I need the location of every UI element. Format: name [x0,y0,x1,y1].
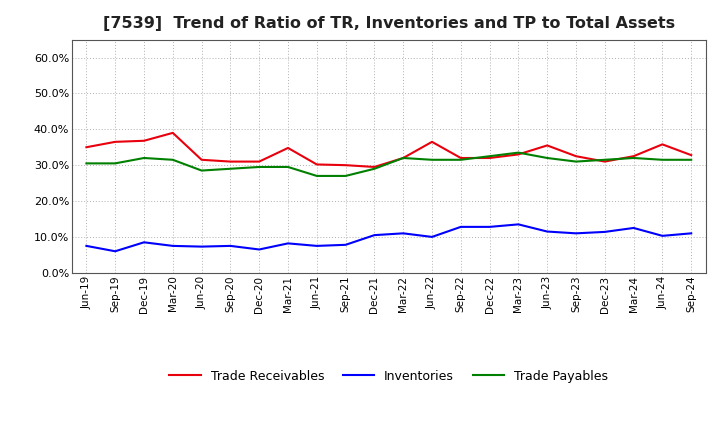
Trade Receivables [485,155,494,161]
Inventories [140,240,148,245]
Inventories [600,229,609,235]
Inventories [687,231,696,236]
Inventories [226,243,235,249]
Trade Payables [140,155,148,161]
Trade Receivables [514,152,523,157]
Trade Receivables [197,157,206,162]
Trade Receivables [341,162,350,168]
Trade Receivables [284,145,292,150]
Trade Payables [629,155,638,161]
Trade Receivables [572,154,580,159]
Inventories [370,232,379,238]
Line: Inventories: Inventories [86,224,691,251]
Trade Receivables [543,143,552,148]
Trade Receivables [255,159,264,164]
Trade Receivables [428,139,436,144]
Trade Receivables [399,155,408,161]
Inventories [514,222,523,227]
Trade Receivables [370,164,379,169]
Trade Payables [284,164,292,169]
Trade Payables [312,173,321,179]
Inventories [197,244,206,249]
Trade Payables [658,157,667,162]
Trade Payables [485,154,494,159]
Trade Receivables [600,159,609,164]
Trade Receivables [111,139,120,144]
Trade Payables [341,173,350,179]
Inventories [658,233,667,238]
Trade Payables [370,166,379,172]
Title: [7539]  Trend of Ratio of TR, Inventories and TP to Total Assets: [7539] Trend of Ratio of TR, Inventories… [103,16,675,32]
Trade Payables [456,157,465,162]
Trade Receivables [168,130,177,136]
Inventories [312,243,321,249]
Inventories [629,225,638,231]
Inventories [341,242,350,247]
Trade Payables [255,164,264,169]
Trade Payables [543,155,552,161]
Trade Receivables [456,155,465,161]
Trade Payables [399,155,408,161]
Inventories [428,234,436,239]
Inventories [111,249,120,254]
Trade Receivables [82,145,91,150]
Inventories [284,241,292,246]
Trade Receivables [658,142,667,147]
Trade Payables [514,150,523,155]
Line: Trade Receivables: Trade Receivables [86,133,691,167]
Trade Receivables [312,162,321,167]
Inventories [399,231,408,236]
Trade Receivables [687,153,696,158]
Inventories [485,224,494,230]
Trade Receivables [226,159,235,164]
Inventories [543,229,552,234]
Trade Payables [600,157,609,162]
Inventories [82,243,91,249]
Trade Payables [428,157,436,162]
Line: Trade Payables: Trade Payables [86,153,691,176]
Trade Payables [82,161,91,166]
Trade Receivables [629,154,638,159]
Trade Payables [197,168,206,173]
Inventories [456,224,465,230]
Inventories [255,247,264,252]
Trade Payables [111,161,120,166]
Trade Payables [168,157,177,162]
Trade Payables [687,157,696,162]
Inventories [168,243,177,249]
Trade Payables [572,159,580,164]
Trade Receivables [140,138,148,143]
Legend: Trade Receivables, Inventories, Trade Payables: Trade Receivables, Inventories, Trade Pa… [164,365,613,388]
Trade Payables [226,166,235,172]
Inventories [572,231,580,236]
